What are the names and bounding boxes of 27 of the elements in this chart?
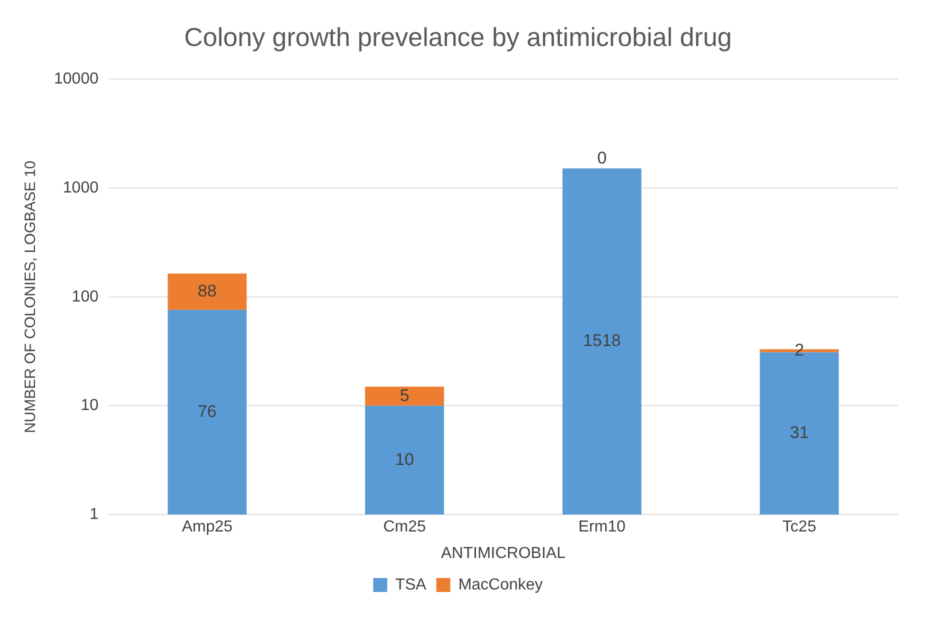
legend-label: TSA [395, 576, 427, 594]
y-tick-label: 1000 [62, 179, 99, 196]
bar [562, 168, 642, 515]
data-label: 31 [790, 423, 809, 442]
x-tick-label: Cm25 [383, 518, 426, 536]
y-tick-label: 10 [80, 397, 99, 414]
y-tick-label: 10000 [54, 70, 99, 88]
bar [365, 386, 444, 406]
bar [365, 406, 444, 515]
data-label: 1518 [583, 331, 621, 350]
chart-title: Colony growth prevelance by antimicrobial drug [184, 22, 732, 52]
x-tick-label: Tc25 [782, 518, 816, 536]
y-tick-label: 100 [72, 288, 99, 306]
bar [168, 310, 247, 515]
data-label: 2 [794, 340, 804, 360]
annotation: 0 [597, 148, 607, 168]
data-label: 10 [395, 450, 414, 469]
bar [168, 274, 247, 310]
y-tick-label: 1 [90, 506, 99, 524]
y-axis-title: NUMBER OF COLONIES, LOGBASE 10 [22, 160, 40, 434]
x-tick-label: Erm10 [578, 518, 626, 536]
legend-label: MacConkey [458, 576, 543, 594]
x-tick-label: Amp25 [182, 518, 233, 536]
data-label: 76 [198, 402, 217, 421]
data-label: 5 [400, 386, 410, 405]
data-label: 88 [198, 281, 217, 300]
x-axis-title: ANTIMICROBIAL [441, 544, 566, 562]
